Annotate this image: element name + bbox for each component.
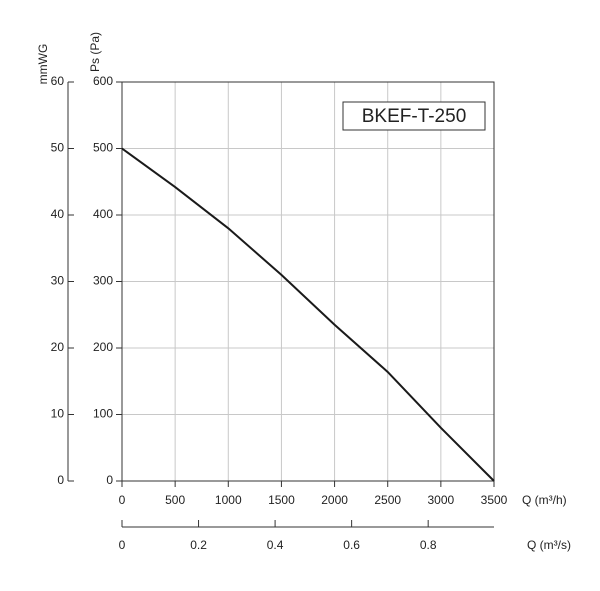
x-tick-label: 1000 — [215, 493, 242, 507]
x-axis-title: Q (m³/h) — [522, 493, 567, 507]
x2-tick-label: 0.8 — [420, 538, 437, 552]
x-tick-label: 2500 — [374, 493, 401, 507]
x2-tick-label: 0 — [119, 538, 126, 552]
y2-tick-label: 40 — [51, 207, 65, 221]
y-tick-label: 300 — [93, 274, 113, 288]
y2-tick-label: 20 — [51, 340, 65, 354]
y-tick-label: 600 — [93, 74, 113, 88]
x-tick-label: 2000 — [321, 493, 348, 507]
y-tick-label: 100 — [93, 407, 113, 421]
y-tick-label: 200 — [93, 340, 113, 354]
y2-axis-title: mmWG — [36, 44, 50, 85]
y-axis-title: Ps (Pa) — [88, 32, 102, 72]
y2-tick-label: 30 — [51, 274, 65, 288]
x2-tick-label: 0.2 — [190, 538, 207, 552]
curve — [121, 147, 495, 482]
y2-tick-label: 10 — [51, 407, 65, 421]
x2-tick-label: 0.4 — [267, 538, 284, 552]
legend-box — [342, 101, 486, 131]
x-tick-label: 1500 — [268, 493, 295, 507]
y2-tick-label: 0 — [57, 473, 64, 487]
y2-tick-label: 60 — [51, 74, 65, 88]
x2-tick-label: 0.6 — [343, 538, 360, 552]
x-tick-label: 3500 — [481, 493, 508, 507]
y-tick-label: 500 — [93, 141, 113, 155]
x-tick-label: 0 — [119, 493, 126, 507]
x-tick-label: 500 — [165, 493, 185, 507]
x2-axis-title: Q (m³/s) — [527, 538, 571, 552]
legend-entry: BKEF-T-250 — [362, 106, 467, 127]
x-tick-label: 3000 — [428, 493, 455, 507]
y-tick-label: 400 — [93, 207, 113, 221]
y-tick-label: 0 — [106, 473, 113, 487]
y2-tick-label: 50 — [51, 141, 65, 155]
